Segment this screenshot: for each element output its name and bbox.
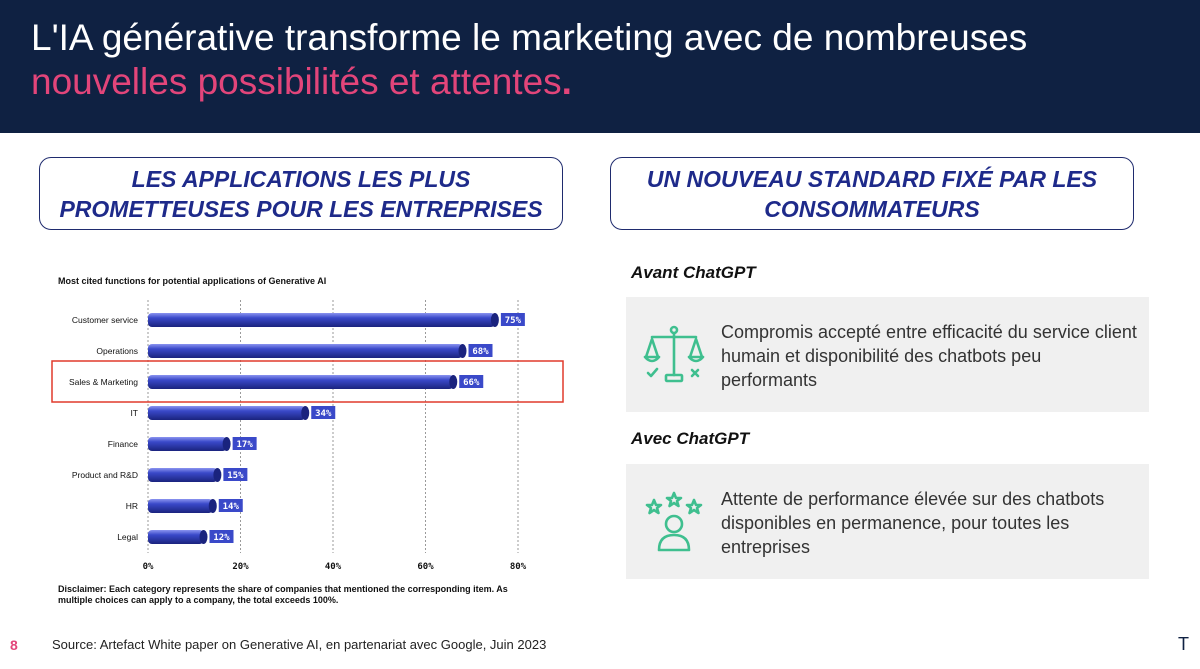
bar bbox=[148, 499, 213, 513]
value-label-badge bbox=[311, 406, 336, 419]
after-chatgpt-text: Attente de performance élevée sur des ch… bbox=[721, 489, 1105, 557]
highlight-box bbox=[51, 360, 564, 403]
value-label: 66% bbox=[463, 378, 480, 388]
chart-disclaimer: Disclaimer: Each category represents the… bbox=[58, 584, 508, 605]
page-number: 8 bbox=[10, 637, 18, 653]
right-section-header: Un nouveau standard fixé par les consomm… bbox=[610, 157, 1134, 230]
category-label: Sales & Marketing bbox=[69, 377, 138, 387]
chart-title: Most cited functions for potential appli… bbox=[58, 276, 326, 286]
title-highlight-text: nouvelles possibilités et attentes bbox=[31, 61, 562, 102]
bar bbox=[148, 437, 227, 451]
bar bbox=[148, 406, 306, 420]
category-label: IT bbox=[130, 408, 138, 418]
page-title: L'IA générative transforme le marketing … bbox=[31, 16, 1181, 104]
value-label: 75% bbox=[505, 316, 522, 326]
x-tick-label: 60% bbox=[417, 562, 434, 572]
after-chatgpt-card: Attente de performance élevée sur des ch… bbox=[626, 464, 1149, 579]
value-label: 34% bbox=[315, 409, 332, 419]
bar-end-cap bbox=[301, 406, 310, 420]
category-label: HR bbox=[126, 501, 138, 511]
after-chatgpt-title: Avec ChatGPT bbox=[631, 429, 750, 448]
right-section-title: Un nouveau standard fixé par les consomm… bbox=[646, 165, 1098, 222]
header-banner: L'IA générative transforme le marketing … bbox=[0, 0, 1200, 133]
applications-bar-chart: Most cited functions for potential appli… bbox=[40, 270, 580, 610]
bar-end-cap bbox=[458, 344, 467, 358]
bar bbox=[148, 468, 218, 482]
value-label-badge bbox=[500, 313, 525, 326]
bar bbox=[148, 313, 495, 327]
bar-end-cap bbox=[208, 499, 217, 513]
x-tick-label: 20% bbox=[232, 562, 249, 572]
bar bbox=[148, 344, 463, 358]
value-label-badge bbox=[459, 375, 484, 388]
bar-end-cap bbox=[213, 468, 222, 482]
category-label: Operations bbox=[96, 346, 138, 356]
value-label: 15% bbox=[227, 471, 244, 481]
balance-scale-icon bbox=[643, 325, 705, 383]
category-label: Customer service bbox=[72, 315, 138, 325]
bar-end-cap bbox=[222, 437, 231, 451]
bar-end-cap bbox=[199, 530, 208, 544]
source-citation: Source: Artefact White paper on Generati… bbox=[52, 637, 547, 652]
value-label-badge bbox=[218, 499, 243, 512]
x-tick-label: 40% bbox=[325, 562, 342, 572]
category-label: Legal bbox=[117, 532, 138, 542]
before-chatgpt-card: Compromis accepté entre efficacité du se… bbox=[626, 297, 1149, 412]
bar bbox=[148, 375, 454, 389]
value-label-badge bbox=[468, 344, 493, 357]
value-label: 14% bbox=[223, 502, 240, 512]
before-chatgpt-text: Compromis accepté entre efficacité du se… bbox=[721, 322, 1137, 390]
value-label: 17% bbox=[236, 440, 253, 450]
bar-end-cap bbox=[449, 375, 458, 389]
bar-end-cap bbox=[490, 313, 499, 327]
category-label: Finance bbox=[108, 439, 139, 449]
title-end-punctuation: . bbox=[561, 61, 572, 102]
value-label: 68% bbox=[472, 347, 489, 357]
category-label: Product and R&D bbox=[72, 470, 138, 480]
x-tick-label: 0% bbox=[143, 562, 154, 572]
bar bbox=[148, 530, 204, 544]
left-section-title: Les applications les plus prometteuses p… bbox=[59, 165, 543, 222]
value-label: 12% bbox=[213, 533, 230, 543]
user-rating-stars-icon bbox=[645, 491, 703, 552]
before-chatgpt-title: Avant ChatGPT bbox=[631, 263, 756, 282]
x-tick-label: 80% bbox=[510, 562, 527, 572]
title-main-text: L'IA générative transforme le marketing … bbox=[31, 17, 1028, 58]
left-section-header: Les applications les plus prometteuses p… bbox=[39, 157, 563, 230]
value-label-badge bbox=[209, 530, 234, 543]
brand-logo-mark: T bbox=[1178, 634, 1189, 654]
chart-svg: Most cited functions for potential appli… bbox=[51, 276, 564, 572]
value-label-badge bbox=[223, 468, 248, 481]
value-label-badge bbox=[232, 437, 257, 450]
